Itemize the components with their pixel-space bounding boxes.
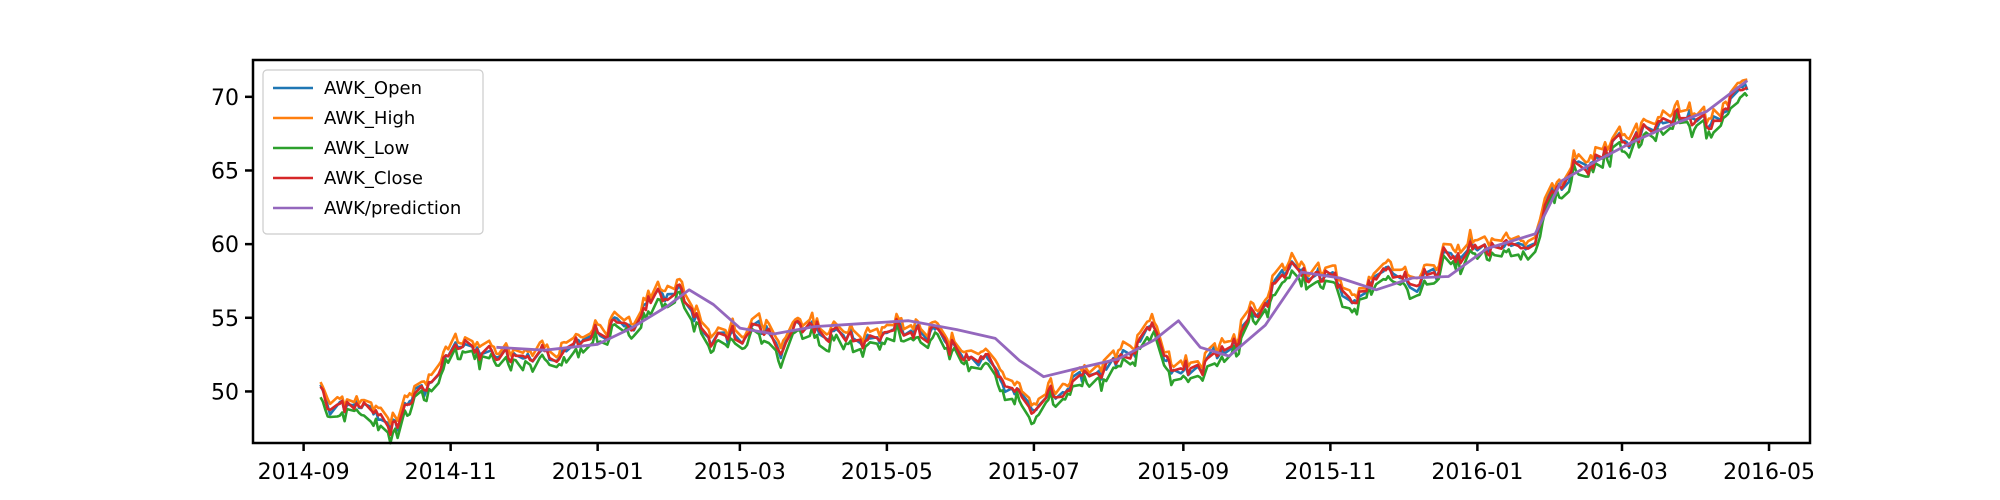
y-tick-label: 50 <box>211 380 239 405</box>
y-tick-label: 70 <box>211 86 239 111</box>
series-line-awk-open <box>319 82 1749 432</box>
y-axis: 50 55 60 65 70 <box>211 86 253 405</box>
y-tick-label: 55 <box>211 307 239 332</box>
x-tick-label: 2014-09 <box>258 460 350 485</box>
x-tick-label: 2016-03 <box>1576 460 1668 485</box>
x-axis: 2014-09 2014-11 2015-01 2015-03 2015-05 2015-… <box>258 443 1815 485</box>
series-line-awk-low <box>319 91 1749 445</box>
x-tick-label: 2015-05 <box>841 460 933 485</box>
x-tick-label: 2014-11 <box>405 460 497 485</box>
x-tick-label: 2016-01 <box>1431 460 1523 485</box>
series-line-awk-prediction <box>496 79 1749 379</box>
legend-label: AWK_High <box>324 108 415 129</box>
x-tick-label: 2015-07 <box>988 460 1080 485</box>
legend-label: AWK_Open <box>324 78 422 99</box>
y-tick-label: 65 <box>211 159 239 184</box>
plot-frame <box>251 58 1812 445</box>
legend: AWK_Open AWK_High AWK_Low AWK_Close AWK/pred… <box>262 69 484 235</box>
y-tick-label: 60 <box>211 233 239 258</box>
series-layer <box>319 78 1749 445</box>
x-tick-label: 2016-05 <box>1723 460 1815 485</box>
series-line-awk-close <box>319 86 1748 436</box>
legend-label: AWK_Low <box>324 138 409 159</box>
series-line-awk-high <box>319 78 1748 426</box>
x-tick-label: 2015-09 <box>1137 460 1229 485</box>
legend-box <box>262 69 484 235</box>
legend-label: AWK/prediction <box>324 198 461 219</box>
legend-label: AWK_Close <box>324 168 423 189</box>
x-tick-label: 2015-01 <box>552 460 644 485</box>
x-tick-label: 2015-11 <box>1284 460 1376 485</box>
x-tick-label: 2015-03 <box>694 460 786 485</box>
